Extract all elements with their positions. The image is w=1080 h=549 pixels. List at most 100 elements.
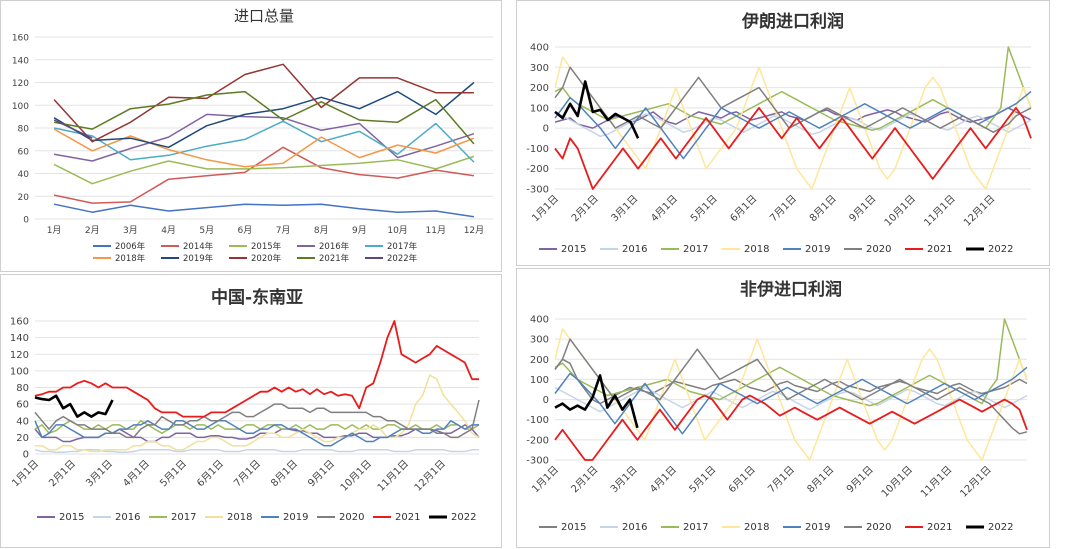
c2-ytick-label: 80 (16, 383, 29, 394)
c4-legend-label: 2015 (561, 522, 586, 533)
c1-series-2022 (53, 119, 93, 139)
c2-ytick-label: 40 (16, 416, 29, 427)
c1-ytick-label: 40 (18, 170, 30, 180)
c2-xtick-label: 6月1日 (194, 458, 226, 490)
c2-xtick-label: 5月1日 (157, 458, 189, 490)
c4-legend-label: 2016 (622, 522, 647, 533)
c1-ytick-label: 140 (12, 56, 29, 66)
chart-import-total-svg: 进口总量 0 20 40 60 80 100 120 140 160 1月 2月 3月 4月 5月 6月 7月 8… (12, 7, 493, 264)
c2-ytick-label: 160 (10, 317, 29, 328)
c4-xtick-label: 7月1日 (765, 464, 797, 496)
c2-ytick-label: 120 (10, 350, 29, 361)
c4-series-2021 (554, 394, 1028, 461)
c1-ytick-label: 80 (18, 125, 30, 135)
c4-legend-label: 2019 (805, 522, 830, 533)
c4-series-2017 (554, 318, 1028, 407)
c3-xtick-label: 8月1日 (807, 193, 839, 225)
c4-xtick-label: 11月1日 (918, 464, 954, 500)
c4-ytick-label: -300 (526, 456, 549, 467)
c4-ytick-label: 0 (543, 395, 549, 406)
c3-ytick-label: -300 (526, 185, 549, 196)
c1-legend-label: 2006年 (115, 241, 146, 252)
c3-series-2019 (554, 91, 1032, 160)
c1-ytick-label: 160 (12, 34, 29, 44)
c1-xtick-label: 1月 (47, 225, 62, 236)
c3-series-2022 (554, 80, 640, 139)
c1-ytick-label: 100 (12, 102, 29, 112)
c2-xtick-label: 10月1日 (338, 458, 374, 494)
c4-legend-label: 2020 (866, 522, 891, 533)
c4-legend-label: 2018 (744, 522, 769, 533)
c4-legend-label: 2021 (927, 522, 952, 533)
c3-xtick-label: 7月1日 (767, 193, 799, 225)
c2-series-2022 (34, 394, 114, 418)
c3-series-2015 (554, 107, 1032, 129)
c3-series-2018 (554, 56, 1032, 190)
c2-xtick-label: 12月1日 (412, 458, 448, 494)
c2-legend-label: 2022 (451, 512, 476, 523)
c3-series-2021 (554, 107, 1032, 190)
c2-legend-label: 2015 (59, 512, 84, 523)
c4-series-2022 (554, 374, 639, 429)
c4-ytick-label: 100 (530, 375, 549, 386)
c1-series-2006 (53, 203, 475, 218)
c2-legend-label: 2018 (227, 512, 252, 523)
c3-legend-label: 2015 (561, 244, 586, 255)
chart-china-sea: 中国-东南亚 0 20 40 60 80 100 120 140 160 1月1日 2月1日 3月1日 4… (0, 274, 502, 548)
c3-legend-label: 2016 (622, 244, 647, 255)
c2-legend-label: 2017 (171, 512, 196, 523)
c3-legend-label: 2017 (683, 244, 708, 255)
c3-legend-label: 2021 (927, 244, 952, 255)
c3-legend-label: 2019 (805, 244, 830, 255)
c1-series-2021 (53, 90, 475, 145)
c3-xtick-label: 5月1日 (688, 193, 720, 225)
c4-ytick-label: 200 (530, 355, 549, 366)
c3-xtick-label: 10月1日 (882, 193, 918, 229)
c2-ytick-label: 0 (23, 450, 29, 461)
c3-xtick-label: 4月1日 (648, 193, 680, 225)
c4-xtick-label: 6月1日 (726, 464, 758, 496)
c3-xtick-label: 2月1日 (569, 193, 601, 225)
c1-xtick-label: 8月 (314, 225, 329, 236)
c4-xtick-label: 5月1日 (687, 464, 719, 496)
c3-ytick-label: -200 (526, 164, 549, 175)
c2-series-2021 (34, 320, 479, 418)
c1-legend-label: 2020年 (251, 253, 282, 264)
c1-series-2020 (53, 63, 474, 143)
c1-ytick-label: 20 (18, 193, 30, 203)
chart-non-iran-profit-svg: 非伊进口利润 -300 -200 -100 0 100 200 300 400 1月1日 2月1日 3… (526, 279, 1028, 533)
c3-legend-label: 2022 (988, 244, 1013, 255)
c3-ytick-label: 300 (530, 63, 549, 74)
c1-legend-label: 2015年 (251, 241, 282, 252)
c4-legend-label: 2017 (683, 522, 708, 533)
c1-legend-label: 2017年 (387, 241, 418, 252)
c1-title: 进口总量 (234, 7, 294, 25)
c2-ytick-label: 100 (10, 366, 29, 377)
c2-series-2016 (34, 449, 479, 454)
c4-xtick-label: 4月1日 (647, 464, 679, 496)
c4-xtick-label: 2月1日 (569, 464, 601, 496)
c3-xtick-label: 3月1日 (609, 193, 641, 225)
c3-ytick-label: 400 (530, 43, 549, 54)
c1-xtick-label: 7月 (276, 225, 291, 236)
c2-series-2020 (34, 399, 480, 439)
c1-xtick-label: 10月 (387, 225, 407, 236)
c1-series-2015 (53, 155, 475, 185)
chart-non-iran-profit: 非伊进口利润 -300 -200 -100 0 100 200 300 400 1月1日 2月1日 3… (516, 268, 1050, 548)
c1-legend-label: 2021年 (319, 253, 350, 264)
c2-xtick-label: 1月1日 (9, 458, 41, 490)
c1-series-2019 (53, 81, 475, 149)
c1-xtick-label: 3月 (123, 225, 138, 236)
c2-xtick-label: 2月1日 (46, 458, 78, 490)
c1-legend-label: 2018年 (115, 253, 146, 264)
c1-legend-label: 2014年 (183, 241, 214, 252)
c3-ytick-label: 0 (543, 124, 549, 135)
c1-legend-label: 2022年 (387, 253, 418, 264)
c4-xtick-label: 9月1日 (844, 464, 876, 496)
c4-title: 非伊进口利润 (740, 279, 842, 300)
c2-xtick-label: 8月1日 (268, 458, 300, 490)
c1-ytick-label: 120 (12, 79, 29, 89)
c1-xtick-label: 5月 (199, 225, 214, 236)
c3-xtick-label: 6月1日 (728, 193, 760, 225)
c4-series-2020 (554, 338, 1028, 435)
